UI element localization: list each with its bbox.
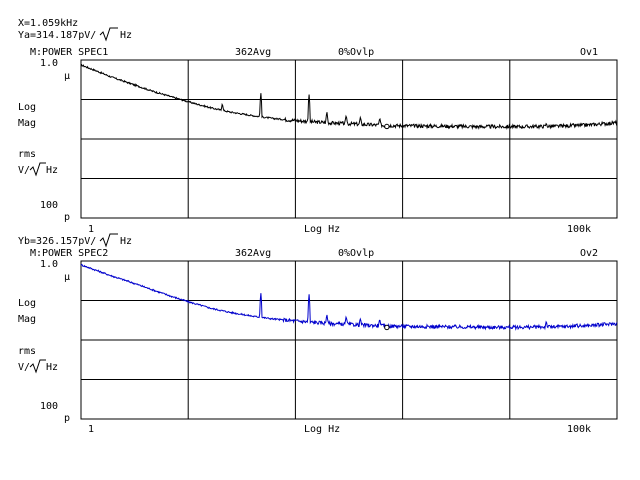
sqrt-icon (29, 162, 46, 177)
y-bottom-label-2: 100 (40, 401, 58, 412)
plot-area-2 (80, 260, 618, 420)
averages-2: 362Avg (235, 248, 271, 259)
x-axis-title-2: Log Hz (304, 424, 340, 435)
x-readout: X=1.059kHz (18, 18, 78, 29)
ylabel-rms-2: rms (18, 346, 36, 357)
sqrt-icon (99, 27, 118, 42)
ylabel-v-2: V/ (18, 362, 30, 373)
ylabel-mag-1: Mag (18, 118, 36, 129)
ya-unit: Hz (120, 30, 132, 41)
y-top-unit-1: μ (64, 71, 70, 82)
overlap-1: 0%Ovlp (338, 47, 374, 58)
measure-title-1: M:POWER SPEC1 (30, 47, 108, 58)
spectrum-trace (80, 63, 618, 131)
sqrt-icon (99, 233, 118, 248)
x-axis-title-1: Log Hz (304, 224, 340, 235)
ylabel-v-1: V/ (18, 165, 30, 176)
power-spectrum-1-panel: M:POWER SPEC1 362Avg 0%Ovlp Ov1 1.0 μ Lo… (18, 47, 618, 235)
y-bottom-unit-2: p (64, 413, 70, 424)
averages-1: 362Avg (235, 47, 271, 58)
x-start-label-1: 1 (88, 224, 94, 235)
cursor-marker[interactable] (384, 123, 390, 130)
cursor-marker[interactable] (384, 324, 390, 331)
ylabel-hz-1: Hz (46, 165, 58, 176)
yb-unit: Hz (120, 236, 132, 247)
measure-title-2: M:POWER SPEC2 (30, 248, 108, 259)
ylabel-mag-2: Mag (18, 314, 36, 325)
ya-readout: Ya=314.187pV/ (18, 30, 96, 41)
x-end-label-1: 100k (567, 224, 591, 235)
y-top-label-2: 1.0 (40, 259, 58, 270)
y-top-label-1: 1.0 (40, 58, 58, 69)
sqrt-icon (29, 359, 46, 374)
x-end-label-2: 100k (567, 424, 591, 435)
spectrum-trace (80, 263, 618, 331)
overload-2: Ov2 (580, 248, 598, 259)
y-bottom-label-1: 100 (40, 200, 58, 211)
x-start-label-2: 1 (88, 424, 94, 435)
ylabel-hz-2: Hz (46, 362, 58, 373)
y-bottom-unit-1: p (64, 212, 70, 223)
y-top-unit-2: μ (64, 272, 70, 283)
yb-readout: Yb=326.157pV/ (18, 236, 96, 247)
ylabel-log-2: Log (18, 298, 36, 309)
power-spectrum-2-panel: M:POWER SPEC2 362Avg 0%Ovlp Ov2 1.0 μ Lo… (18, 248, 618, 435)
plot-area-1 (80, 59, 618, 219)
ylabel-rms-1: rms (18, 149, 36, 160)
overload-1: Ov1 (580, 47, 598, 58)
ylabel-log-1: Log (18, 102, 36, 113)
overlap-2: 0%Ovlp (338, 248, 374, 259)
